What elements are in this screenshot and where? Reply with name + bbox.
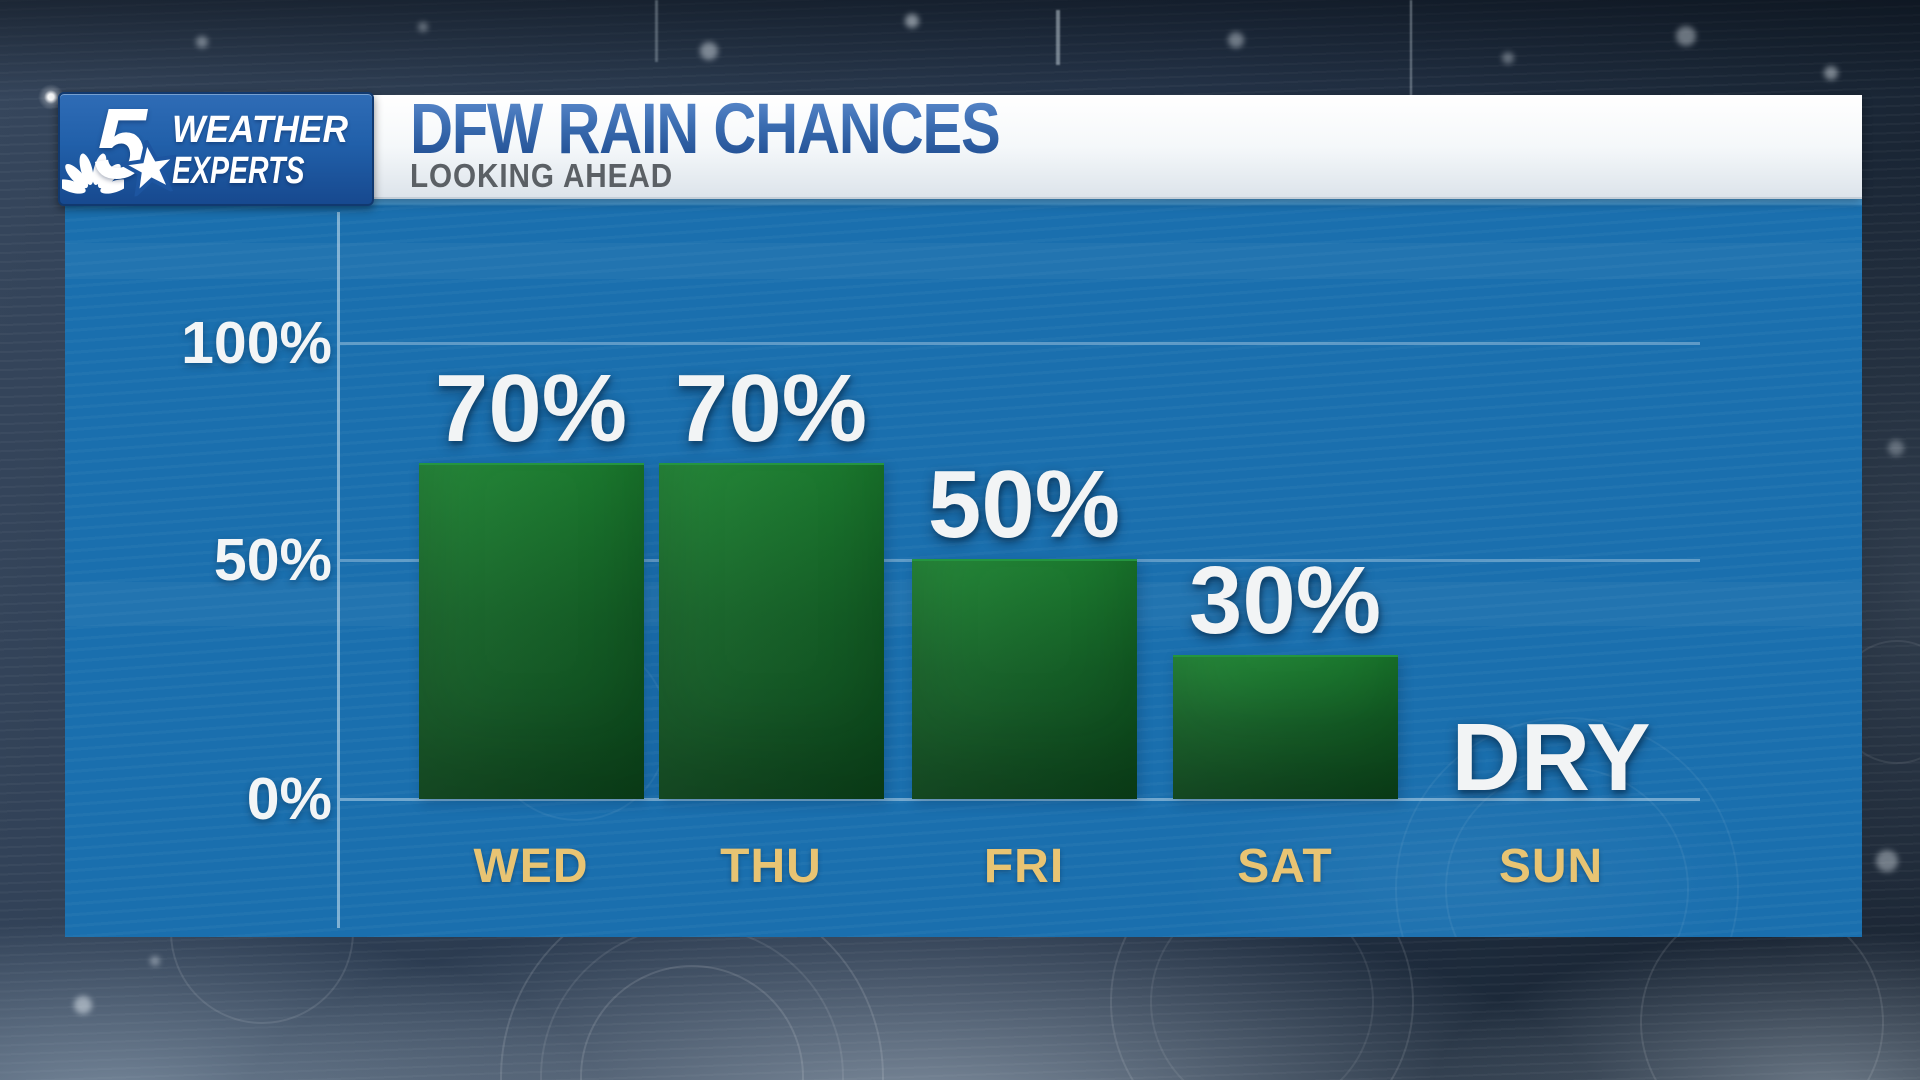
bar-thu xyxy=(659,463,884,799)
bar-fri xyxy=(912,559,1137,799)
tick-label-50: 50% xyxy=(213,527,332,593)
station-logo: 5 WEATHER EXPERTS xyxy=(58,92,374,206)
bar-sat xyxy=(1173,655,1398,799)
day-label-thu: THU xyxy=(720,840,822,893)
day-label-sun: SUN xyxy=(1498,840,1604,893)
header-bar: DFW RAIN CHANCES LOOKING AHEAD xyxy=(370,90,1862,199)
value-label-thu: 70% xyxy=(674,355,868,462)
tick-label-100: 100% xyxy=(181,310,332,376)
gridline-100 xyxy=(340,342,1700,345)
value-label-wed: 70% xyxy=(434,355,628,462)
bar-wed xyxy=(419,463,644,799)
value-label-fri: 50% xyxy=(927,451,1121,558)
tick-label-0: 0% xyxy=(246,766,332,832)
value-label-sat: 30% xyxy=(1188,547,1382,654)
texas-star-icon xyxy=(118,136,182,198)
chart-subtitle: LOOKING AHEAD xyxy=(410,157,674,194)
day-label-sat: SAT xyxy=(1237,840,1333,893)
day-label-wed: WED xyxy=(473,840,589,893)
brand-weather: WEATHER xyxy=(172,109,349,151)
y-axis-line xyxy=(337,212,340,928)
day-label-fri: FRI xyxy=(983,840,1065,893)
value-label-sun: DRY xyxy=(1451,704,1651,811)
chart-title: DFW RAIN CHANCES xyxy=(410,90,1001,169)
brand-experts: EXPERTS xyxy=(172,150,305,192)
nbc-peacock-icon xyxy=(62,153,124,194)
station-brand: WEATHER EXPERTS xyxy=(172,111,361,190)
gridline-0 xyxy=(340,798,1700,801)
